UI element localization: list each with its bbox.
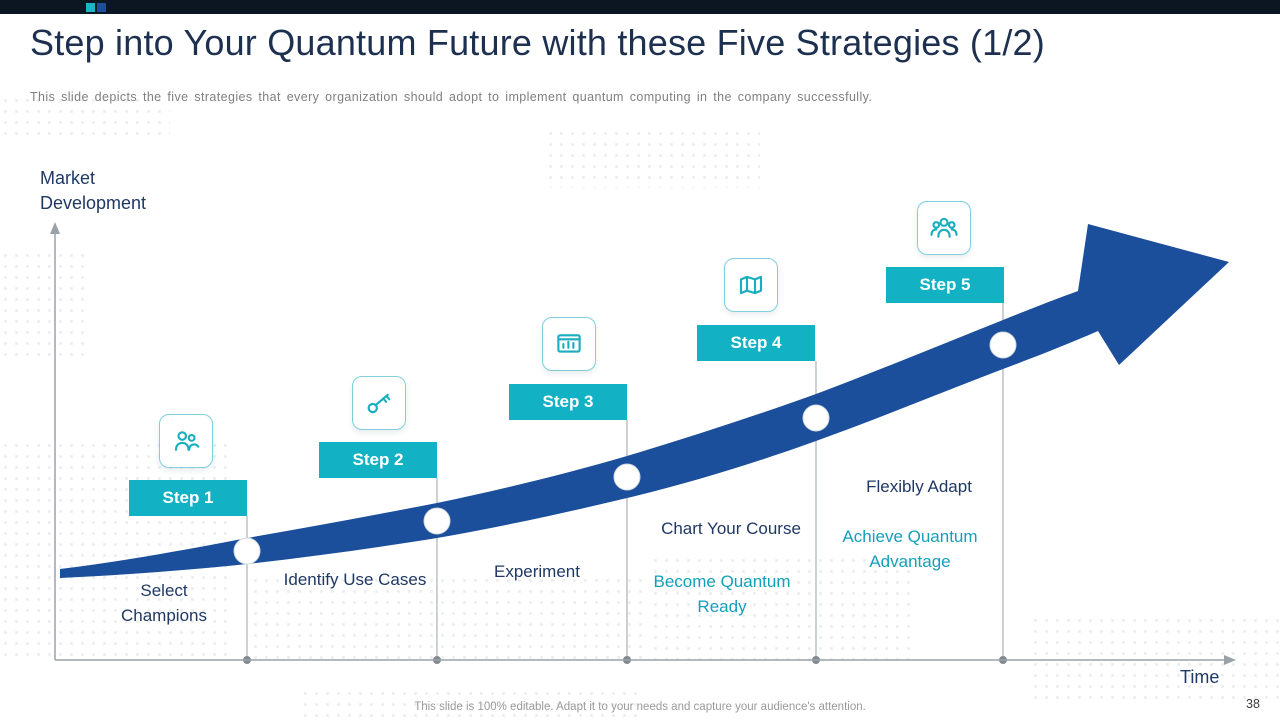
page-subtitle: This slide depicts the five strategies t…: [30, 90, 873, 104]
step2-caption: Identify Use Cases: [283, 570, 427, 589]
y-axis-label-line1: Market: [40, 168, 96, 188]
background-dots: [300, 688, 640, 718]
y-axis-arrowhead: [50, 222, 60, 234]
background-dots: [1030, 615, 1280, 700]
step-box-4: Step 4: [697, 325, 815, 361]
step-box-3: Step 3: [509, 384, 627, 420]
axes-lines: [54, 232, 1226, 661]
accent-square-teal: [86, 3, 95, 12]
key-icon: [367, 393, 391, 414]
step5-caption: Flexibly Adapt: [866, 477, 972, 496]
background-dots: [0, 250, 90, 360]
folded-map-icon: [739, 275, 763, 295]
footer-note: This slide is 100% editable. Adapt it to…: [414, 701, 866, 713]
step4-highlight: Become Quantum Ready: [653, 572, 791, 616]
chart-window-icon: [557, 334, 581, 353]
step-box-2: Step 2: [319, 442, 437, 478]
growth-arrow: [60, 224, 1229, 578]
background-dots: [650, 555, 910, 660]
step-box-5: Step 5: [886, 267, 1004, 303]
step4-caption: Chart Your Course: [661, 519, 801, 538]
page-title: Step into Your Quantum Future with these…: [30, 22, 1045, 63]
background-dots: [250, 575, 650, 663]
step3-icon-card: [542, 317, 596, 371]
page-number: 38: [1246, 697, 1260, 711]
background-dots: [545, 128, 760, 188]
step3-caption: Experiment: [494, 562, 580, 581]
x-axis-label: Time: [1180, 667, 1220, 687]
accent-square-blue: [97, 3, 106, 12]
milestone-circles: [233, 331, 1017, 565]
step2-icon-card: [352, 376, 406, 430]
x-axis-arrowhead: [1224, 655, 1236, 665]
two-people-icon: [174, 431, 200, 451]
step4-icon-card: [724, 258, 778, 312]
step1-icon-card: [159, 414, 213, 468]
y-axis-label-line2: Development: [40, 193, 147, 214]
team-group-icon: [930, 217, 958, 238]
top-bar: [0, 0, 1280, 14]
background-dots: [0, 95, 170, 140]
step-box-1: Step 1: [129, 480, 247, 516]
step1-caption: Select Champions: [121, 581, 207, 625]
step5-icon-card: [917, 201, 971, 255]
step5-highlight: Achieve Quantum Advantage: [842, 527, 978, 571]
y-axis-label: Market Development: [40, 166, 146, 216]
